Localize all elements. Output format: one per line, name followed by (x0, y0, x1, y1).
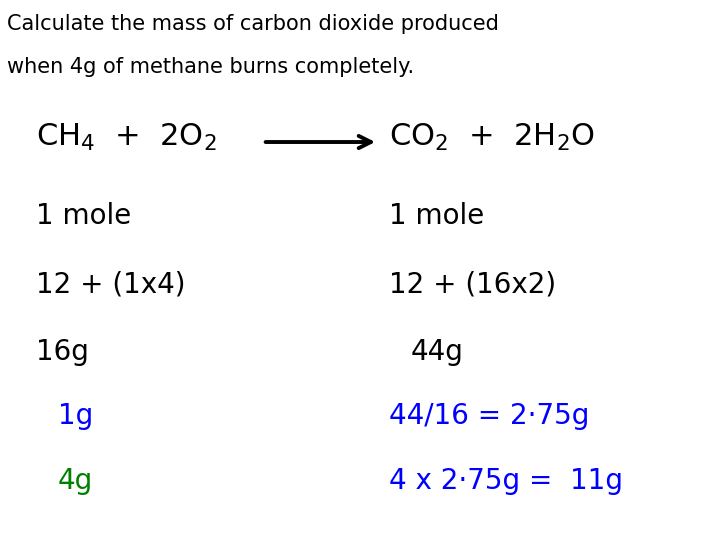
Text: $\mathsf{CH_4}$  +  $\mathsf{2O_2}$: $\mathsf{CH_4}$ + $\mathsf{2O_2}$ (36, 122, 217, 153)
Text: 44g: 44g (410, 338, 463, 366)
Text: 4g: 4g (58, 467, 93, 495)
Text: 16g: 16g (36, 338, 89, 366)
Text: 12 + (16x2): 12 + (16x2) (389, 270, 556, 298)
Text: 1 mole: 1 mole (389, 202, 484, 231)
Text: 1g: 1g (58, 402, 93, 430)
Text: 44/16 = 2·75g: 44/16 = 2·75g (389, 402, 589, 430)
Text: Calculate the mass of carbon dioxide produced: Calculate the mass of carbon dioxide pro… (7, 14, 499, 33)
Text: 4 x 2·75g =  11g: 4 x 2·75g = 11g (389, 467, 623, 495)
Text: when 4g of methane burns completely.: when 4g of methane burns completely. (7, 57, 414, 77)
Text: 12 + (1x4): 12 + (1x4) (36, 270, 186, 298)
Text: 1 mole: 1 mole (36, 202, 131, 231)
Text: $\mathsf{CO_2}$  +  $\mathsf{2H_2O}$: $\mathsf{CO_2}$ + $\mathsf{2H_2O}$ (389, 122, 595, 153)
